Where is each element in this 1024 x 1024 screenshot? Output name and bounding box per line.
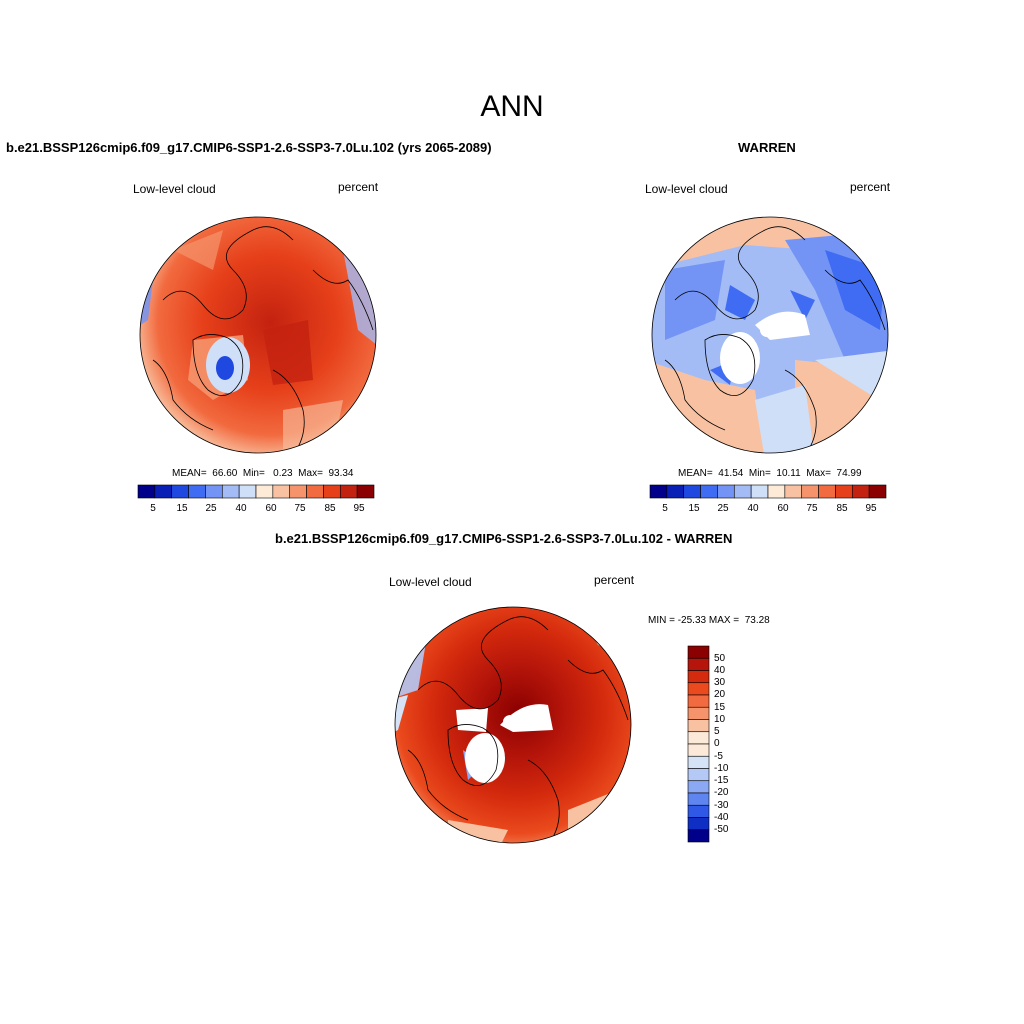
colorbar-tick: 0 [714,738,720,749]
colorbar-swatch [255,484,274,499]
colorbar-swatch [339,484,358,499]
colorbar-swatch [154,484,173,499]
bottom-colorbar-ticks: 50 40 30 20 15 10 5 0 -5 -10 -15 -20 -30… [714,646,754,842]
colorbar-swatch [835,484,853,499]
colorbar-tick: -15 [714,775,729,786]
colorbar-swatch [205,484,223,499]
colorbar-tick: 75 [806,503,818,514]
colorbar-swatch [750,484,769,499]
bottom-colorbar [687,645,710,843]
colorbar-tick: 5 [150,503,156,514]
colorbar-swatch [683,484,701,499]
colorbar-swatch [238,484,257,499]
colorbar-swatch [188,484,206,499]
colorbar-tick: 85 [324,503,336,514]
colorbar-swatch [687,804,710,818]
colorbar-swatch [687,645,710,659]
top-right-colorbar [649,484,887,499]
figure-title: ANN [480,90,544,123]
colorbar-swatch [851,484,870,499]
colorbar-swatch [687,755,710,769]
colorbar-tick: 75 [294,503,306,514]
colorbar-swatch [687,743,710,757]
colorbar-swatch [717,484,735,499]
colorbar-swatch [666,484,685,499]
colorbar-tick: -5 [714,751,723,762]
colorbar-swatch [687,694,710,708]
colorbar-swatch [687,719,710,733]
colorbar-tick: 5 [714,726,720,737]
bottom-variable-label: Low-level cloud [389,575,472,589]
colorbar-swatch [733,484,752,499]
bottom-map [394,606,632,844]
colorbar-tick: 40 [747,503,759,514]
colorbar-swatch [306,484,324,499]
colorbar-tick: -10 [714,763,729,774]
top-left-variable-label: Low-level cloud [133,182,216,196]
colorbar-swatch [818,484,836,499]
colorbar-swatch [868,484,887,499]
colorbar-swatch [687,792,710,806]
colorbar-swatch [801,484,819,499]
colorbar-tick: 50 [714,653,726,664]
colorbar-swatch [767,484,786,499]
colorbar-tick: 15 [176,503,188,514]
colorbar-swatch [784,484,803,499]
colorbar-tick: -50 [714,824,729,835]
top-left-colorbar [137,484,375,499]
top-left-units-label: percent [338,180,379,194]
colorbar-swatch [687,768,710,782]
colorbar-tick: 30 [714,677,726,688]
colorbar-swatch [687,780,710,794]
colorbar-tick: 60 [777,503,789,514]
bottom-case-title: b.e21.BSSP126cmip6.f09_g17.CMIP6-SSP1-2.… [275,531,733,546]
colorbar-tick: 10 [714,714,726,725]
top-right-case-title: WARREN [738,140,796,155]
top-right-colorbar-ticks: 5 15 25 40 60 75 85 95 [650,503,886,517]
top-left-colorbar-ticks: 5 15 25 40 60 75 85 95 [138,503,374,517]
top-right-map [651,216,889,454]
colorbar-swatch [289,484,307,499]
colorbar-swatch [687,706,710,720]
colorbar-tick: 5 [662,503,668,514]
colorbar-tick: -20 [714,787,729,798]
colorbar-swatch [687,829,710,843]
colorbar-tick: 40 [714,665,726,676]
colorbar-swatch [687,731,710,745]
colorbar-tick: 20 [714,689,726,700]
colorbar-swatch [272,484,291,499]
colorbar-swatch [687,670,710,684]
colorbar-tick: 15 [688,503,700,514]
colorbar-swatch [700,484,718,499]
colorbar-tick: 85 [836,503,848,514]
colorbar-tick: 95 [865,503,877,514]
colorbar-swatch [649,484,668,499]
top-left-case-title: b.e21.BSSP126cmip6.f09_g17.CMIP6-SSP1-2.… [6,140,492,155]
colorbar-swatch [221,484,240,499]
colorbar-tick: -40 [714,812,729,823]
colorbar-swatch [137,484,156,499]
colorbar-swatch [687,657,710,671]
colorbar-tick: 25 [717,503,729,514]
top-right-units-label: percent [850,180,891,194]
bottom-units-label: percent [594,573,635,587]
colorbar-tick: -30 [714,800,729,811]
colorbar-tick: 60 [265,503,277,514]
top-left-map [139,216,377,454]
colorbar-swatch [356,484,375,499]
bottom-minmax: MIN = -25.33 MAX = 73.28 [648,615,770,626]
colorbar-tick: 25 [205,503,217,514]
colorbar-swatch [687,682,710,696]
top-right-stats: MEAN= 41.54 Min= 10.11 Max= 74.99 [678,468,862,479]
colorbar-tick: 40 [235,503,247,514]
colorbar-tick: 95 [353,503,365,514]
colorbar-swatch [171,484,189,499]
top-left-stats: MEAN= 66.60 Min= 0.23 Max= 93.34 [172,468,354,479]
top-right-variable-label: Low-level cloud [645,182,728,196]
colorbar-tick: 15 [714,702,726,713]
colorbar-swatch [323,484,341,499]
colorbar-swatch [687,817,710,831]
